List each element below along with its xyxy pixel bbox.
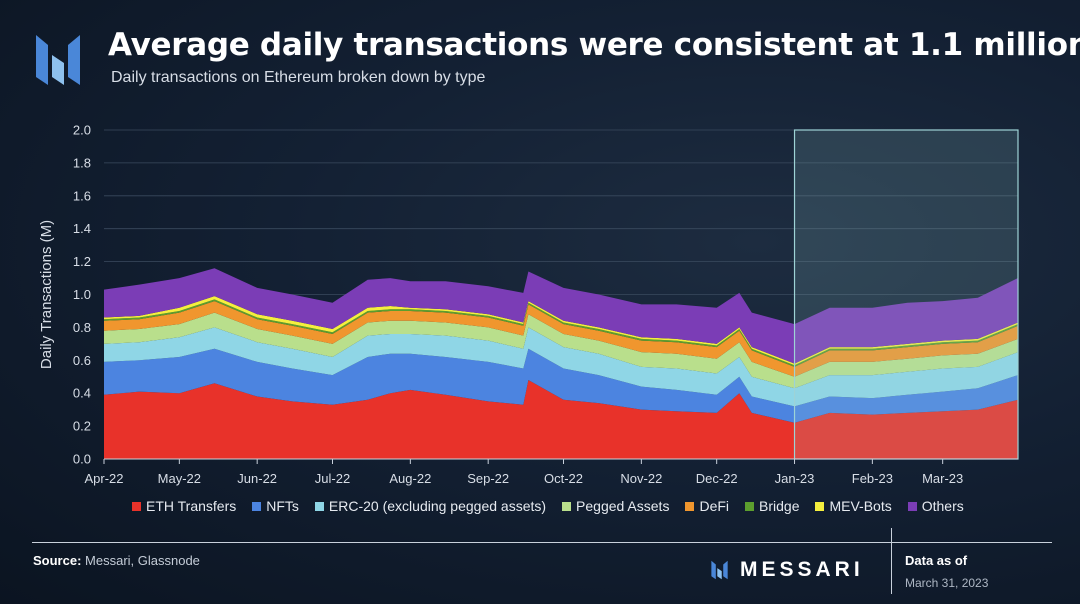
legend-item-nfts[interactable]: NFTs	[252, 498, 299, 514]
brand-mark: MESSARI	[710, 558, 864, 582]
source-note: Source: Messari, Glassnode	[33, 553, 200, 568]
x-tick-label: Jul-22	[315, 471, 350, 486]
y-tick-label: 1.2	[73, 254, 91, 269]
x-tick-label: Nov-22	[620, 471, 662, 486]
area-series-others	[104, 268, 1018, 364]
area-series-nfts	[104, 348, 1018, 423]
y-tick-label: 2.0	[73, 123, 91, 138]
legend-swatch-pegged-assets	[562, 501, 572, 511]
x-tick-label: Oct-22	[544, 471, 583, 486]
x-tick-label: Sep-22	[467, 471, 509, 486]
data-as-of-date: March 31, 2023	[905, 576, 989, 590]
area-series-pegged-assets	[104, 312, 1018, 389]
y-tick-label: 1.8	[73, 155, 91, 170]
legend-swatch-erc20	[314, 501, 324, 511]
page-title: Average daily transactions were consiste…	[108, 27, 1080, 63]
area-series-defi	[104, 301, 1018, 377]
brand-name: MESSARI	[740, 558, 864, 581]
footer-vertical-divider	[891, 528, 892, 594]
x-tick-label: May-22	[158, 471, 201, 486]
legend-label: NFTs	[266, 498, 299, 514]
y-tick-label: 0.4	[73, 386, 91, 401]
page-subtitle: Daily transactions on Ethereum broken do…	[111, 69, 486, 86]
legend-item-others[interactable]: Others	[907, 498, 964, 514]
legend-label: ERC-20 (excluding pegged assets)	[328, 498, 547, 514]
source-value: Messari, Glassnode	[85, 553, 200, 568]
axis-layer: 0.0 0.2 0.4 0.6 0.8 1.0 1.2 1.4 1.6 1.8 2.0 Apr-22 M…	[38, 123, 1018, 486]
y-tick-label: 0.8	[73, 320, 91, 335]
area-series-eth-transfers	[104, 380, 1018, 459]
x-tick-label: Jun-22	[237, 471, 277, 486]
highlight-layer	[793, 129, 1019, 460]
y-axis-title: Daily Transactions (M)	[38, 220, 55, 369]
y-tick-label: 0.2	[73, 419, 91, 434]
highlight-box	[793, 129, 1019, 460]
messari-brand-icon	[711, 560, 728, 580]
legend-item-erc20[interactable]: ERC-20 (excluding pegged assets)	[314, 498, 547, 514]
source-label: Source:	[33, 553, 82, 568]
messari-logo-icon	[36, 35, 80, 85]
legend-swatch-defi	[685, 501, 695, 511]
legend-swatch-eth-transfers	[132, 501, 141, 511]
area-layer	[104, 268, 1018, 459]
legend-swatch-bridge	[745, 501, 755, 511]
area-series-erc-20-excluding-pegged-assets	[104, 327, 1018, 407]
area-series-bridge	[104, 299, 1018, 367]
legend-label: Pegged Assets	[576, 498, 670, 514]
y-tick-label: 0.0	[73, 452, 91, 467]
x-tick-label: Dec-22	[696, 471, 738, 486]
y-tick-label: 1.6	[73, 188, 91, 203]
legend-label: DeFi	[699, 498, 730, 514]
legend-item-bridge[interactable]: Bridge	[745, 498, 799, 514]
data-as-of-label: Data as of	[905, 553, 968, 568]
y-tick-label: 1.0	[73, 287, 91, 302]
legend-item-pegged-assets[interactable]: Pegged Assets	[562, 498, 669, 514]
x-tick-label: Apr-22	[84, 471, 123, 486]
legend-swatch-others	[907, 501, 917, 511]
legend-label: MEV-Bots	[829, 498, 892, 514]
x-tick-label: Aug-22	[389, 471, 431, 486]
legend-swatch-nfts	[252, 501, 262, 511]
legend-item-eth-transfers[interactable]: ETH Transfers	[132, 498, 236, 514]
y-tick-label: 1.4	[73, 221, 91, 236]
legend-item-mev-bots[interactable]: MEV-Bots	[815, 498, 892, 514]
legend-swatch-mev-bots	[815, 501, 825, 511]
footer-divider-line	[32, 542, 1052, 543]
legend-label: ETH Transfers	[146, 498, 237, 514]
y-tick-label: 0.6	[73, 353, 91, 368]
x-tick-label: Mar-23	[922, 471, 963, 486]
x-tick-label: Jan-23	[775, 471, 815, 486]
chart-legend: ETH Transfers NFTs ERC-20 (excluding peg…	[132, 498, 964, 514]
x-tick-label: Feb-23	[852, 471, 893, 486]
legend-item-defi[interactable]: DeFi	[685, 498, 729, 514]
area-series-mev-bots	[104, 296, 1018, 366]
legend-label: Others	[921, 498, 964, 514]
legend-label: Bridge	[759, 498, 800, 514]
